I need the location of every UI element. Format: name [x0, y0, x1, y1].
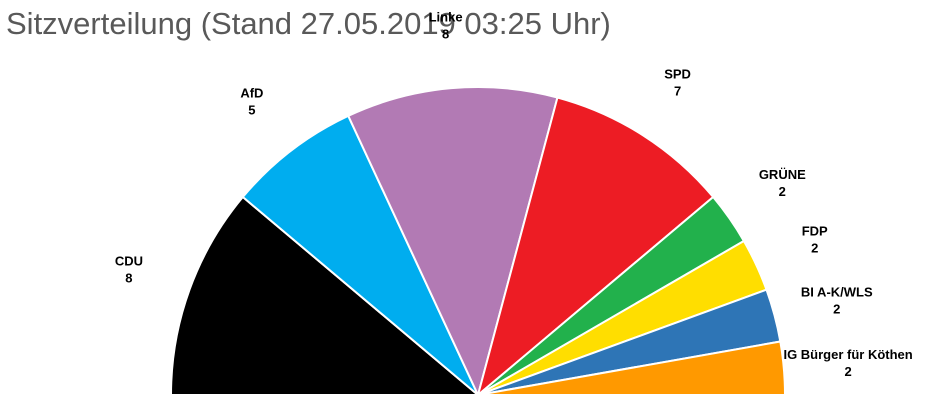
- slice-afd: [241, 114, 479, 396]
- labels-group: CDU 8 AfD 5 Linke 8 SPD 7 GRÜNE 2 FDP 2 BI A-K/WLS 2 I…: [115, 10, 913, 379]
- slice-ig-b-rger-f-r-k-then: [477, 340, 786, 396]
- data-label-cdu: CDU 8: [115, 254, 143, 286]
- data-label-linke: Linke 8: [429, 10, 463, 42]
- data-label-bi-a-k-wls: BI A-K/WLS 2: [801, 285, 873, 317]
- slice-spd: [477, 96, 715, 396]
- data-label-afd: AfD 5: [240, 85, 263, 117]
- slice-linke: [347, 86, 559, 396]
- data-label-gr-ne: GRÜNE 2: [759, 167, 806, 199]
- data-label-spd: SPD 7: [664, 67, 691, 99]
- data-label-ig-b-rger-f-r-k-then: IG Bürger für Köthen 2: [783, 347, 912, 379]
- slice-cdu: [170, 196, 479, 396]
- data-label-fdp: FDP 2: [802, 224, 828, 256]
- slices-group: [170, 86, 786, 396]
- chart-title: Sitzverteilung (Stand 27.05.2019 03:25 U…: [6, 6, 611, 41]
